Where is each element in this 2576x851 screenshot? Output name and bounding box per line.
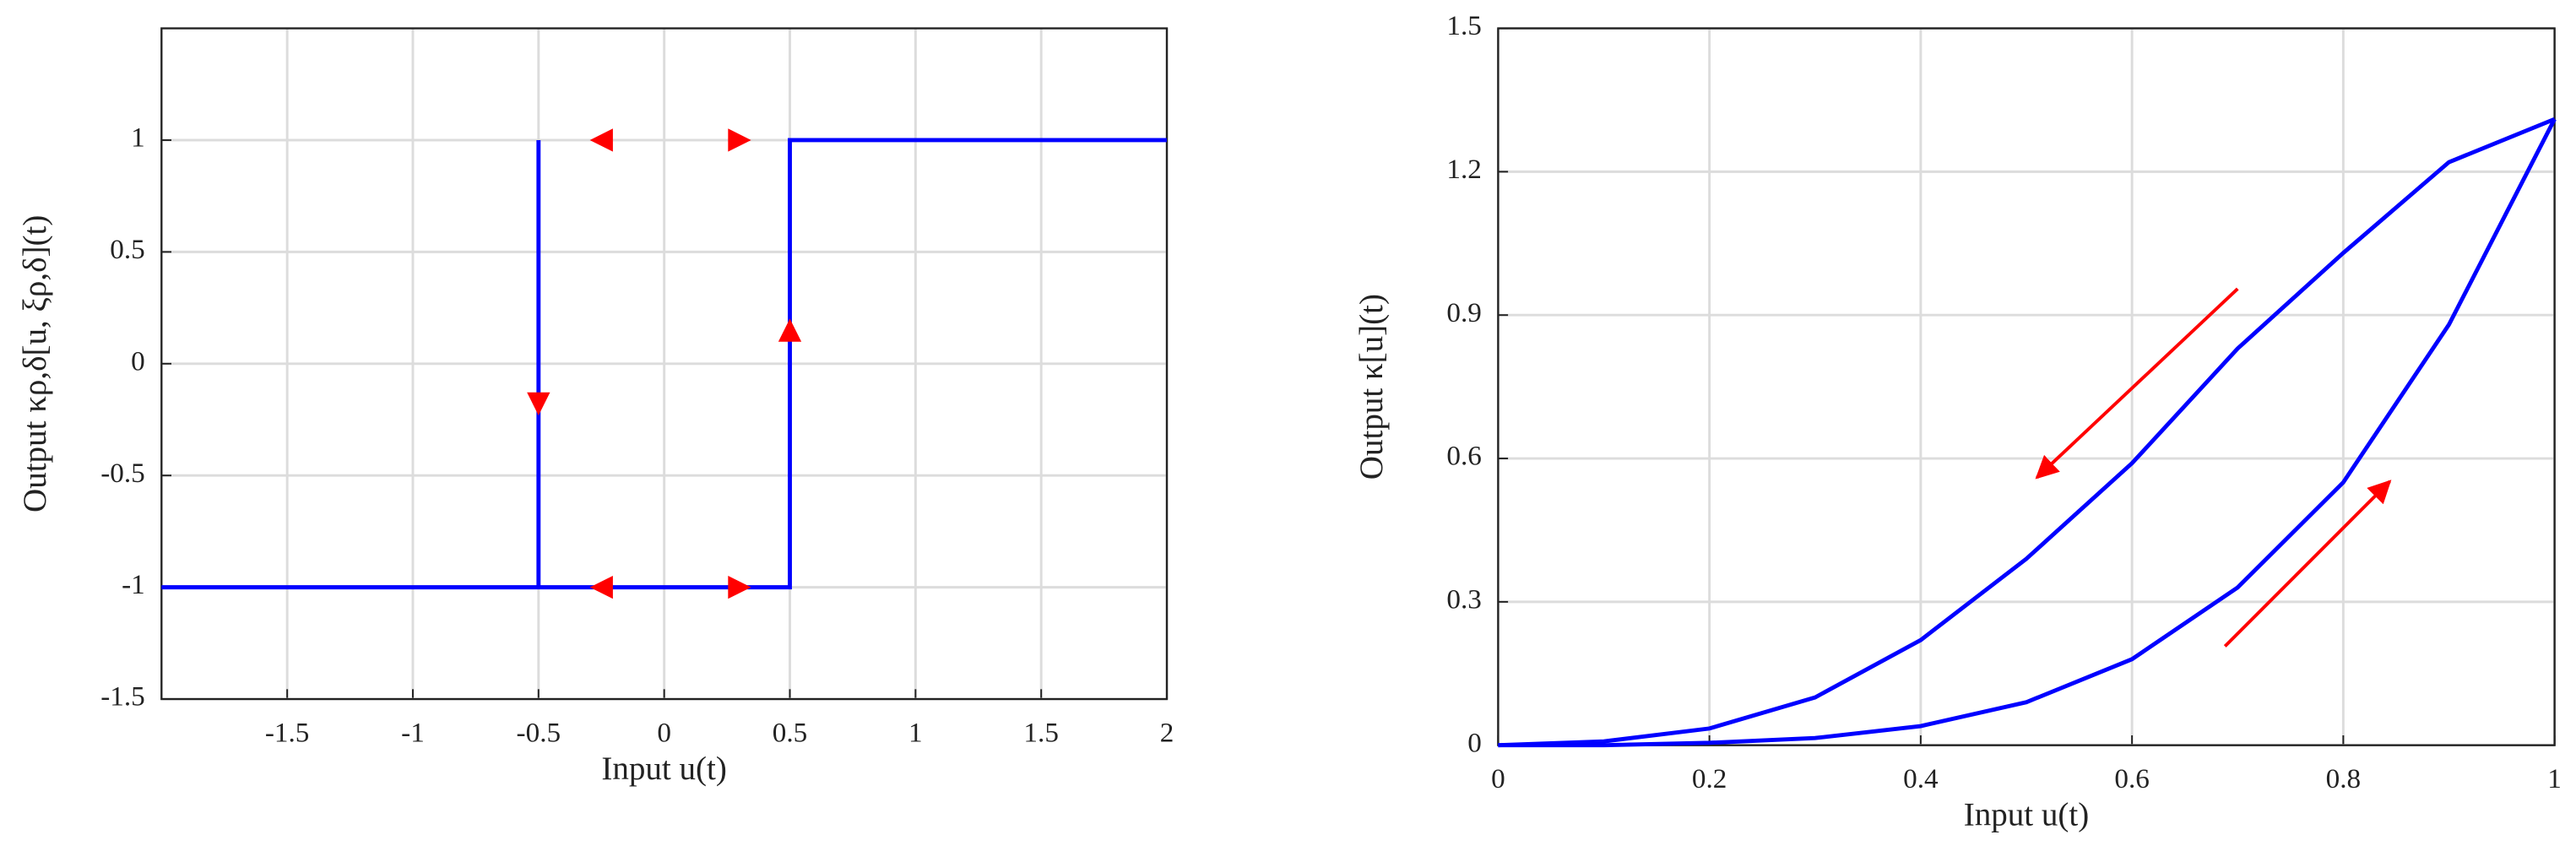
x-tick-label: 0 (1491, 763, 1505, 794)
y-tick-label: -0.5 (100, 458, 145, 489)
arrow (2223, 480, 2392, 648)
x-tick-label: -0.5 (517, 718, 561, 749)
plot-frame (160, 27, 1169, 701)
y-tick-label: -1 (122, 569, 145, 600)
x-tick-label: 1 (2547, 763, 2562, 794)
y-tick-label: 1 (131, 122, 145, 154)
y-tick-label: 0.5 (110, 234, 144, 265)
arrowhead (589, 575, 613, 599)
arrowhead (728, 575, 751, 599)
arrowhead (728, 128, 751, 152)
x-axis-label: Input u(t) (601, 751, 727, 787)
y-tick-label: -1.5 (100, 681, 145, 713)
y-tick-label: 0.9 (1446, 297, 1481, 328)
y-tick-label: 0.3 (1446, 583, 1481, 615)
x-tick-label: 0 (657, 718, 671, 749)
y-tick-label: 1.2 (1446, 154, 1481, 185)
y-tick-label: 1.5 (1446, 10, 1481, 41)
y-tick-label: 0 (131, 345, 145, 377)
arrowhead (778, 318, 802, 342)
data-line (1498, 118, 2557, 748)
plot-area (1498, 28, 2555, 745)
x-tick-label: 0.8 (2326, 763, 2361, 794)
y-axis-label: Output κ[u](t) (1353, 294, 1390, 480)
x-tick-label: -1 (401, 718, 425, 749)
x-tick-label: 0.4 (1903, 763, 1939, 794)
arrowhead (589, 128, 613, 152)
x-tick-label: 1.5 (1023, 718, 1058, 749)
y-axis-label: Output κρ,δ[u, ξρ,δ](t) (17, 215, 53, 512)
plot-frame (1497, 27, 2556, 746)
x-tick-label: 0.2 (1692, 763, 1727, 794)
data-line (161, 138, 1168, 590)
x-axis-label: Input u(t) (1964, 797, 2090, 833)
x-tick-label: 0.6 (2114, 763, 2149, 794)
x-tick-label: 2 (1160, 718, 1174, 749)
arrow (2035, 287, 2239, 480)
arrowhead (527, 392, 550, 416)
data-line (1498, 117, 2556, 748)
x-tick-label: 0.5 (773, 718, 807, 749)
y-tick-label: 0 (1467, 727, 1482, 758)
y-tick-label: 0.6 (1446, 441, 1481, 472)
x-tick-label: -1.5 (265, 718, 310, 749)
x-tick-label: 1 (908, 718, 923, 749)
